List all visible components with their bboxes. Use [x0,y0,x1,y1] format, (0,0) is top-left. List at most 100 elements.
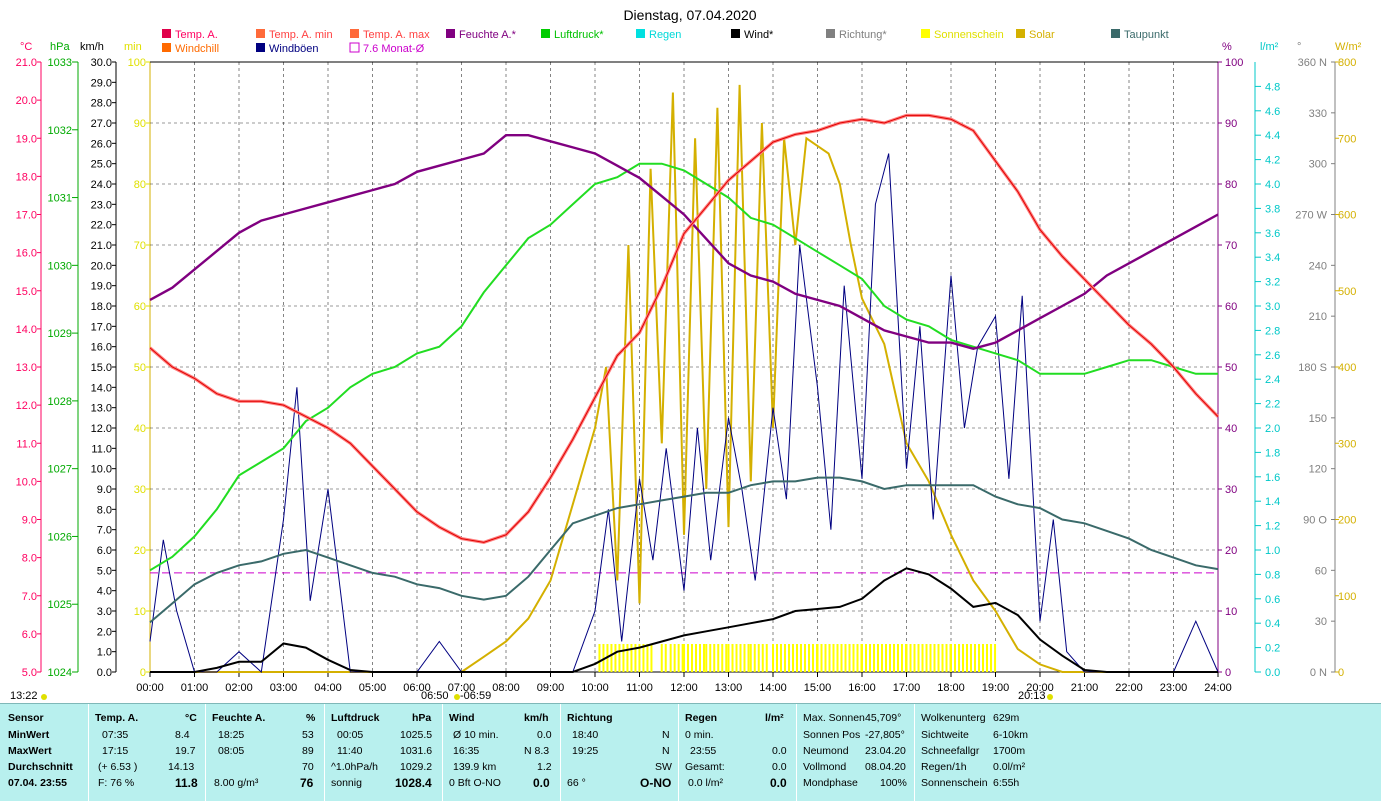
tick-x: 07:00 [448,682,476,694]
legend-swatch [162,43,171,52]
wind-avg-value: 0.0 [537,729,552,741]
tick-x: 15:00 [804,682,832,694]
tick-lm2: 4.8 [1265,81,1280,93]
tick-percent: 100 [1225,57,1243,69]
tick-x: 14:00 [759,682,787,694]
tick-lm2: 2.8 [1265,325,1280,337]
tick-lm2: 1.4 [1265,496,1280,508]
tick-celsius: 5.0 [22,667,37,679]
tick-lm2: 0.4 [1265,618,1280,630]
sensor-header: Sensor [8,712,44,724]
humidity-line [149,133,1219,350]
temp-min-value: 8.4 [175,729,190,741]
legend-label: Temp. A. min [269,29,333,41]
tick-kmh: 22.0 [91,220,112,232]
wind-beaufort: 0 Bft O-NO [449,777,501,789]
tick-lm2: 1.8 [1265,447,1280,459]
tick-x: 09:00 [537,682,565,694]
rain-duration: 0 min. [685,729,714,741]
legend-label: Taupunkt [1124,29,1169,41]
tick-kmh: 5.0 [97,565,112,577]
tick-wm2: 100 [1338,591,1356,603]
humidity-abs: 8.00 g/m³ [214,777,259,789]
tick-celsius: 7.0 [22,591,37,603]
tick-min: 10 [134,606,146,618]
tick-celsius: 11.0 [16,438,37,450]
tick-lm2: 0.6 [1265,594,1280,606]
pressure-max-time: 11:40 [337,745,363,757]
tick-lm2: 4.2 [1265,155,1280,167]
moonrise-label: 13:22 [10,690,38,702]
direction-min-time: 18:40 [572,729,599,741]
legend-label: Windböen [269,43,319,55]
tick-celsius: 16.0 [16,248,37,260]
tick-x: 06:00 [403,682,431,694]
direction-max-time: 19:25 [572,745,599,757]
tick-percent: 10 [1225,606,1237,618]
temp-max-value: 19.7 [175,745,196,757]
temp-avg-delta: (+ 6.53 ) [98,761,138,773]
tick-percent: 90 [1225,118,1237,130]
rain-1h-value: 0.0l/m² [993,761,1026,773]
tick-percent: 80 [1225,179,1237,191]
axis-unit-lm2: l/m² [1260,41,1279,53]
tick-celsius: 10.0 [16,476,37,488]
pressure-min-time: 00:05 [337,729,364,741]
tick-kmh: 23.0 [91,199,112,211]
pressure-header: Luftdruck [331,712,380,724]
visibility-label: Sichtweite [921,729,969,741]
tick-min: 100 [128,57,146,69]
tick-x: 22:00 [1115,682,1143,694]
tick-celsius: 6.0 [22,629,37,641]
rain-unit: l/m² [765,712,784,724]
tick-kmh: 7.0 [97,525,112,537]
temp-avg-value: 14.13 [168,761,195,773]
tick-x: 11:00 [626,682,653,694]
rain-header: Regen [685,712,718,724]
direction-avg-value: SW [655,761,672,773]
tick-lm2: 3.0 [1265,301,1280,313]
tick-kmh: 20.0 [91,260,112,272]
tick-kmh: 30.0 [91,57,112,69]
temp-unit: °C [185,712,197,724]
tick-hpa: 1027 [48,464,72,476]
tick-hpa: 1032 [48,125,72,137]
tick-wm2: 400 [1338,362,1356,374]
temp-header: Temp. A. [95,712,139,724]
legend-swatch [731,29,740,38]
tick-kmh: 13.0 [91,403,112,415]
tick-degree: 30 [1315,616,1327,628]
tick-x: 12:00 [670,682,698,694]
tick-lm2: 3.6 [1265,228,1280,240]
tick-degree: 210 [1309,311,1327,323]
tick-lm2: 4.0 [1265,179,1280,191]
tick-min: 30 [134,484,146,496]
humidity-unit: % [306,712,316,724]
tick-percent: 20 [1225,545,1237,557]
legend-swatch [541,29,550,38]
legend-swatch [921,29,930,38]
chart-title: Dienstag, 07.04.2020 [623,7,756,23]
pressure-unit: hPa [412,712,432,724]
tick-x: 02:00 [225,682,253,694]
rain-total-label: Gesamt: [685,761,725,773]
rain-time-value: 0.0 [772,745,787,757]
tick-hpa: 1026 [48,531,72,543]
tick-x: 20:00 [1026,682,1054,694]
tick-degree: 60 [1315,565,1327,577]
tick-lm2: 0.0 [1265,667,1280,679]
tick-lm2: 1.6 [1265,472,1280,484]
tick-kmh: 6.0 [97,545,112,557]
dewpoint-line [149,476,1219,624]
direction-header: Richtung [567,712,613,724]
tick-percent: 40 [1225,423,1237,435]
legend-swatch [349,42,360,53]
axis-unit-degree: ° [1297,41,1301,53]
legend-label: Feuchte A.* [459,29,517,41]
legend-swatch [636,29,645,38]
tick-lm2: 2.0 [1265,423,1280,435]
tick-x: 16:00 [848,682,876,694]
tick-celsius: 9.0 [22,515,37,527]
tick-lm2: 1.2 [1265,521,1280,533]
full-moon-value: 08.04.20 [865,761,906,773]
